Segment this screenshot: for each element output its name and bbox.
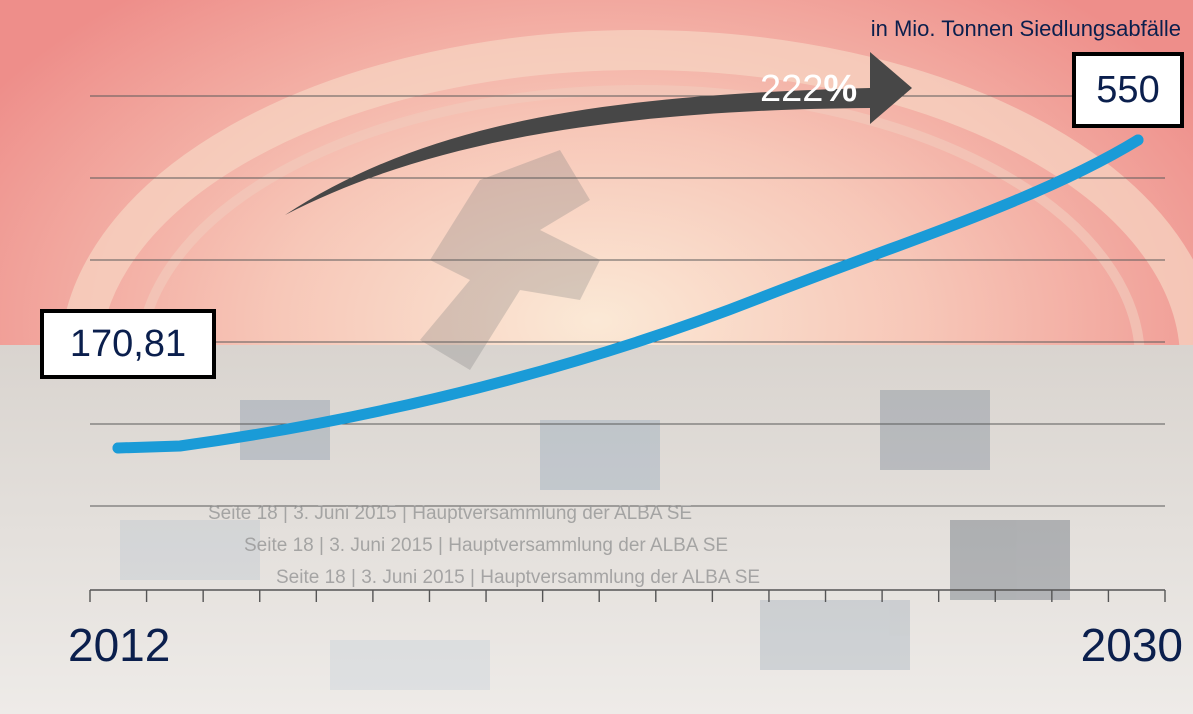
data-point-end: [1132, 134, 1144, 146]
footer-text: Seite 18 | 3. Juni 2015 | Hauptversammlu…: [244, 535, 729, 556]
growth-percent-sign: %: [823, 68, 858, 110]
growth-arrow: [285, 52, 912, 215]
growth-percent-label: 222%: [760, 68, 857, 111]
unit-label: in Mio. Tonnen Siedlungsabfälle: [870, 16, 1181, 41]
end-value-label: 550: [1072, 52, 1184, 128]
series-line: [112, 134, 1144, 454]
gridlines: [90, 95, 1165, 591]
x-tick-label-end: 2030: [1080, 619, 1183, 671]
start-value-label: 170,81: [40, 309, 216, 379]
data-point-start: [112, 442, 124, 454]
growth-percent-value: 222: [760, 68, 824, 110]
series-line-group: [112, 134, 1144, 454]
x-axis: [89, 590, 1166, 602]
footer-text: Seite 18 | 3. Juni 2015 | Hauptversammlu…: [208, 503, 693, 524]
footer-text: Seite 18 | 3. Juni 2015 | Hauptversammlu…: [276, 567, 761, 588]
x-tick-label-start: 2012: [68, 619, 171, 671]
